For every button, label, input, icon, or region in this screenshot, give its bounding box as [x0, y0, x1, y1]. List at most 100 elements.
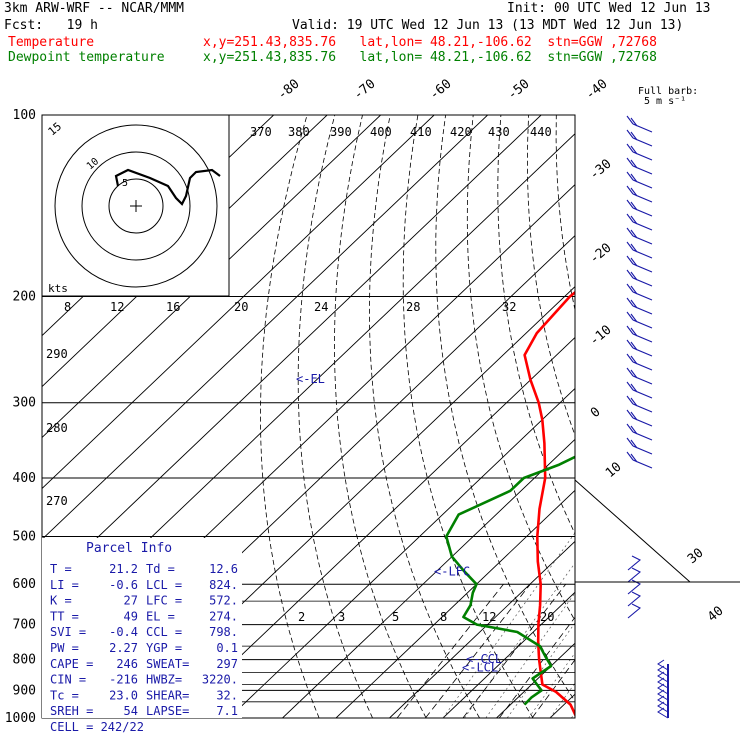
barb-legend-line: 5 m s⁻¹: [644, 96, 686, 107]
mixing-ratio-line: [531, 659, 575, 718]
mixing-ratio-label: 12: [482, 610, 496, 624]
dry-adiabat: [555, 115, 575, 312]
pressure-tick-label: 200: [13, 290, 36, 305]
wind-barb: [626, 213, 653, 231]
dry-adiabat: [466, 115, 575, 622]
pressure-tick-label: 900: [13, 683, 36, 698]
dewpoint-legend: Dewpoint temperature: [8, 50, 165, 65]
parcel-info-label: K =: [50, 594, 72, 608]
dewpoint-station-info: x,y=251.43,835.76 lat,lon= 48.21,-106.62…: [203, 50, 657, 65]
level-annotation-ccl: <-CCL: [466, 652, 502, 666]
wind-barb: [626, 353, 653, 371]
hodograph-ring: [81, 151, 191, 261]
wind-barb: [626, 143, 653, 161]
isotherm-label: -70: [351, 76, 379, 103]
parcel-info-label: CELL = 242/22: [50, 720, 144, 734]
wind-barb: [657, 677, 669, 689]
wind-barb: [626, 325, 653, 343]
barb-box-edge: [574, 479, 740, 583]
wind-barb: [626, 129, 653, 147]
wind-barb: [626, 297, 653, 315]
isotherm: [335, 489, 575, 718]
pressure-tick-label: 600: [13, 577, 36, 592]
dry-adiabat: [435, 115, 575, 702]
parcel-info-label: HWBZ=: [146, 673, 182, 687]
isotherm: [42, 115, 381, 439]
pressure-tick-label: 1000: [5, 711, 36, 726]
hodograph-trace: [114, 168, 221, 206]
mixing-ratio-line: [396, 583, 504, 718]
wind-barb: [627, 567, 641, 583]
wind-barb: [626, 185, 653, 203]
hodograph-speed-label: 8: [64, 300, 71, 314]
init-time: Init: 00 UTC Wed 12 Jun 13: [507, 1, 711, 16]
theta-label: 410: [410, 125, 432, 139]
wind-barb: [626, 381, 653, 399]
isotherm: [496, 642, 575, 718]
moist-adiabat: [614, 297, 740, 719]
parcel-info-value: 0.1: [216, 641, 238, 655]
moist-adiabat: [442, 532, 575, 718]
wind-barb: [626, 339, 653, 357]
isotherm-label: -80: [275, 76, 303, 103]
parcel-info-label: CIN =: [50, 673, 86, 687]
mixing-ratio-label: 3: [338, 610, 345, 624]
wind-barb: [626, 283, 653, 301]
parcel-info-label: EL =: [146, 609, 175, 623]
wind-barb: [626, 269, 653, 287]
hodograph-speed-label: 24: [314, 300, 328, 314]
isotherm-label: -60: [427, 76, 455, 103]
parcel-info-value: -216: [109, 673, 138, 687]
parcel-info-label: Td =: [146, 562, 175, 576]
wind-barb: [626, 367, 653, 385]
forecast-hour: Fcst: 19 h: [4, 18, 98, 33]
valid-time: Valid: 19 UTC Wed 12 Jun 13 (13 MDT Wed …: [292, 18, 684, 33]
wind-barb: [626, 241, 653, 259]
parcel-info-label: PW =: [50, 641, 79, 655]
dry-adiabat: [723, 115, 740, 718]
isotherm: [711, 115, 740, 718]
wind-barb: [626, 115, 653, 133]
mixing-ratio-line: [498, 616, 575, 718]
theta-label: 370: [250, 125, 272, 139]
wind-barb: [626, 437, 653, 455]
parcel-info-value: 21.2: [109, 562, 138, 576]
theta-label: 420: [450, 125, 472, 139]
wind-barb: [626, 423, 653, 441]
parcel-info-label: T =: [50, 562, 72, 576]
theta-label: 430: [488, 125, 510, 139]
parcel-info-label: SVI =: [50, 625, 86, 639]
parcel-info-value: 23.0: [109, 688, 138, 702]
parcel-info-label: CCL =: [146, 625, 182, 639]
parcel-info-value: 798.: [209, 625, 238, 639]
wind-barb: [626, 409, 653, 427]
wind-barb: [627, 579, 641, 595]
parcel-info-label: TT =: [50, 609, 79, 623]
parcel-info-value: 274.: [209, 609, 238, 623]
isotherm: [42, 115, 542, 592]
hodograph-speed-label: 32: [502, 300, 516, 314]
isotherm-label: -50: [505, 76, 533, 103]
isotherm-label: -20: [587, 240, 615, 267]
wind-barb: [657, 683, 669, 695]
parcel-info-value: 54: [124, 704, 138, 718]
isotherm: [282, 438, 575, 718]
pressure-tick-label: 400: [13, 471, 36, 486]
wind-barb: [626, 227, 653, 245]
pressure-tick-label: 100: [13, 108, 36, 123]
moist-adiabat: [636, 297, 740, 719]
wind-barbs: [574, 115, 740, 719]
theta-label: 380: [288, 125, 310, 139]
temperature-station-info: x,y=251.43,835.76 lat,lon= 48.21,-106.62…: [203, 35, 657, 50]
wind-barb: [626, 255, 653, 273]
theta-label: 270: [46, 494, 68, 508]
isotherm-label: -30: [587, 156, 615, 183]
parcel-info-value: 49: [124, 609, 138, 623]
hodograph-speed-label: 16: [166, 300, 180, 314]
mixing-ratio-label: 20: [540, 610, 554, 624]
parcel-info-label: SREH =: [50, 704, 93, 718]
isotherm-label: 0: [588, 405, 604, 422]
wind-barb: [657, 701, 669, 713]
moist-adiabat: [593, 297, 740, 719]
